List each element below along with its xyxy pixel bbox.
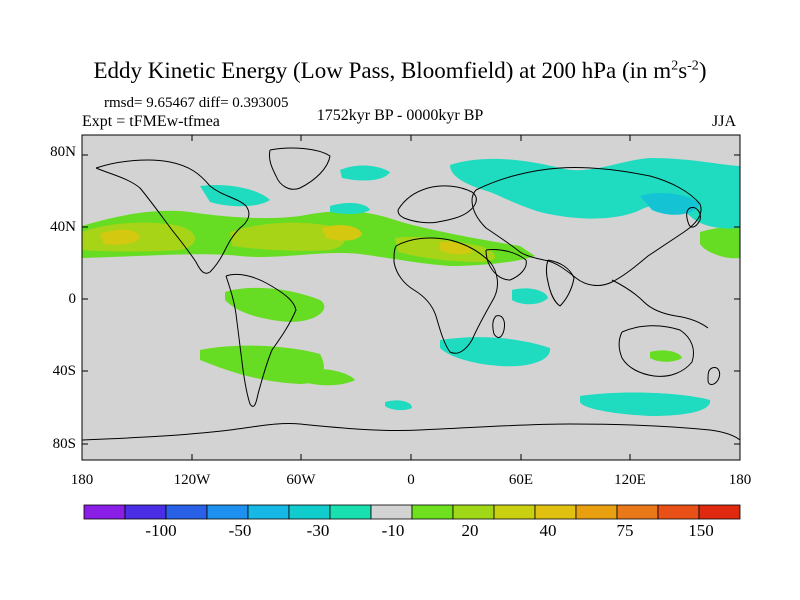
lat-label-80n: 80N [50,144,76,160]
india-coast [546,259,575,307]
anomaly-fields [82,158,740,416]
colorbar-box-4 [247,504,290,520]
africa-coast [393,237,498,354]
south-america-coast [225,273,297,407]
colorbar-box-14 [657,504,700,520]
positive-anomaly-southern-band-2 [300,368,355,386]
colorbar-label-20: 20 [462,521,479,540]
experiment-label: Expt = tFMEw-tfmea [82,113,220,130]
negative-anomaly-asia-north [450,158,740,229]
negative-anomaly-south-africa [440,337,551,367]
colorbar-box-10 [493,504,536,520]
colorbar-label-minus-100: -100 [145,521,176,540]
colorbar-box-15 [698,504,741,520]
colorbar-label-minus-50: -50 [229,521,252,540]
positive-anomaly-pacific-east [700,226,740,259]
lon-label-60w: 60W [286,472,316,488]
lat-label-40s: 40S [53,363,76,379]
colorbar-box-5 [288,504,331,520]
colorbar-box-8 [411,504,454,520]
colorbar-label-40: 40 [540,521,557,540]
antarctica-coast [82,422,740,441]
lat-label-40n: 40N [50,219,76,235]
strong-anomaly-pacific-jet [100,229,140,245]
stats-label: rmsd= 9.65467 diff= 0.393005 [104,95,289,111]
north-america-coast [95,159,250,274]
colorbar [83,504,741,520]
colorbar-box-6 [329,504,372,520]
latitude-tick-marks [82,154,740,445]
longitude-tick-marks [81,135,741,460]
negative-anomaly-greenland [340,165,390,181]
colorbar-box-0 [83,504,126,520]
lon-label-60e: 60E [509,472,533,488]
colorbar-label-minus-30: -30 [307,521,330,540]
positive-anomaly-australia [650,350,682,362]
lon-label-0: 0 [407,472,415,488]
colorbar-box-7 [370,504,413,520]
arabia-coast [485,249,527,281]
lon-label-120w: 120W [174,472,212,488]
negative-anomaly-atlantic-north [200,184,270,207]
asia-coast [471,166,702,286]
lon-label-180-east: 180 [729,472,752,488]
colorbar-label-minus-10: -10 [382,521,405,540]
japan-coast [686,207,701,228]
madagascar-coast [492,315,505,338]
strong-anomaly-atlantic-jet [322,225,362,241]
lon-label-180-west: 180 [71,472,94,488]
colorbar-box-3 [206,504,249,520]
negative-anomaly-atlantic-mid [330,203,370,214]
australia-coast [618,325,694,377]
season-label: JJA [712,113,737,130]
colorbar-label-75: 75 [617,521,634,540]
positive-anomaly-southern-band [200,345,324,384]
period-label: 1752kyr BP - 0000kyr BP [316,107,484,124]
negative-anomaly-arabian-sea [512,288,548,305]
colorbar-box-11 [534,504,577,520]
lat-label-80s: 80S [53,436,76,452]
southeast-asia-coast [611,279,709,329]
greenland-coast [269,147,331,190]
colorbar-box-13 [616,504,659,520]
mid-anomaly-atlantic-jet [230,222,345,251]
lon-label-120e: 120E [614,472,646,488]
mid-anomaly-japan [640,193,700,215]
negative-anomaly-south-indian [580,392,711,416]
colorbar-box-1 [124,504,167,520]
colorbar-box-2 [165,504,208,520]
positive-anomaly-eastern-pacific [225,287,325,322]
lat-label-equator: 0 [69,291,77,307]
negative-anomaly-south-pacific [385,400,412,411]
colorbar-box-12 [575,504,618,520]
map-title: Eddy Kinetic Energy (Low Pass, Bloomfiel… [93,58,707,83]
coastlines [82,147,740,441]
new-zealand-coast [707,367,721,385]
colorbar-label-150: 150 [688,521,714,540]
strong-anomaly-africa-jet [440,241,472,255]
colorbar-box-9 [452,504,495,520]
europe-coast [397,185,477,224]
